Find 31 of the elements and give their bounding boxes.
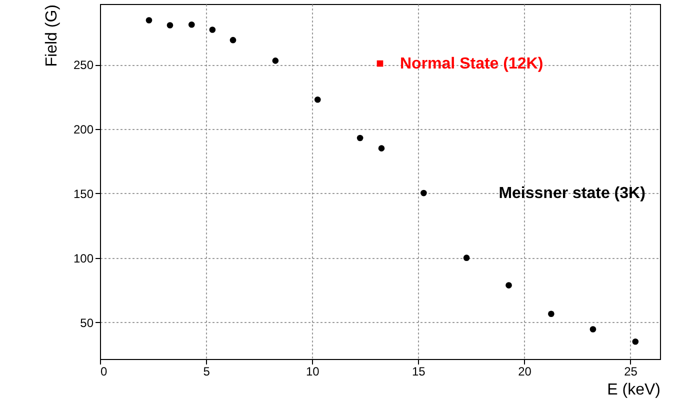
point — [463, 254, 470, 262]
point — [166, 22, 174, 28]
y-tick-label: 150 — [73, 186, 94, 201]
point — [314, 96, 321, 103]
y-tick-label: 50 — [80, 316, 94, 330]
point — [230, 36, 236, 44]
point — [420, 190, 427, 196]
y-tick-label: 250 — [73, 58, 94, 72]
x-tick-label: 25 — [624, 364, 638, 378]
point — [632, 338, 639, 345]
x-tick-label: 10 — [306, 364, 320, 378]
x-axis-title: E (keV) — [607, 382, 660, 398]
x-tick-label: 20 — [518, 364, 532, 378]
point — [209, 26, 216, 33]
y-tick-label: 100 — [73, 251, 94, 266]
point — [188, 21, 195, 28]
x-tick-label: 15 — [412, 364, 426, 378]
point — [376, 60, 384, 67]
x-tick-label: 5 — [203, 364, 210, 378]
point — [272, 58, 279, 64]
point — [590, 326, 596, 332]
y-tick-label: 200 — [73, 122, 94, 136]
point — [506, 282, 512, 288]
text: Meissner state (3K) — [498, 185, 646, 202]
point — [378, 145, 385, 152]
x-tick-label: 0 — [100, 364, 108, 378]
point — [548, 310, 554, 318]
point — [356, 134, 364, 142]
y-axis-title: Field (G) — [43, 4, 60, 67]
series-label: Normal State (12K) — [400, 56, 544, 73]
point — [146, 17, 152, 24]
